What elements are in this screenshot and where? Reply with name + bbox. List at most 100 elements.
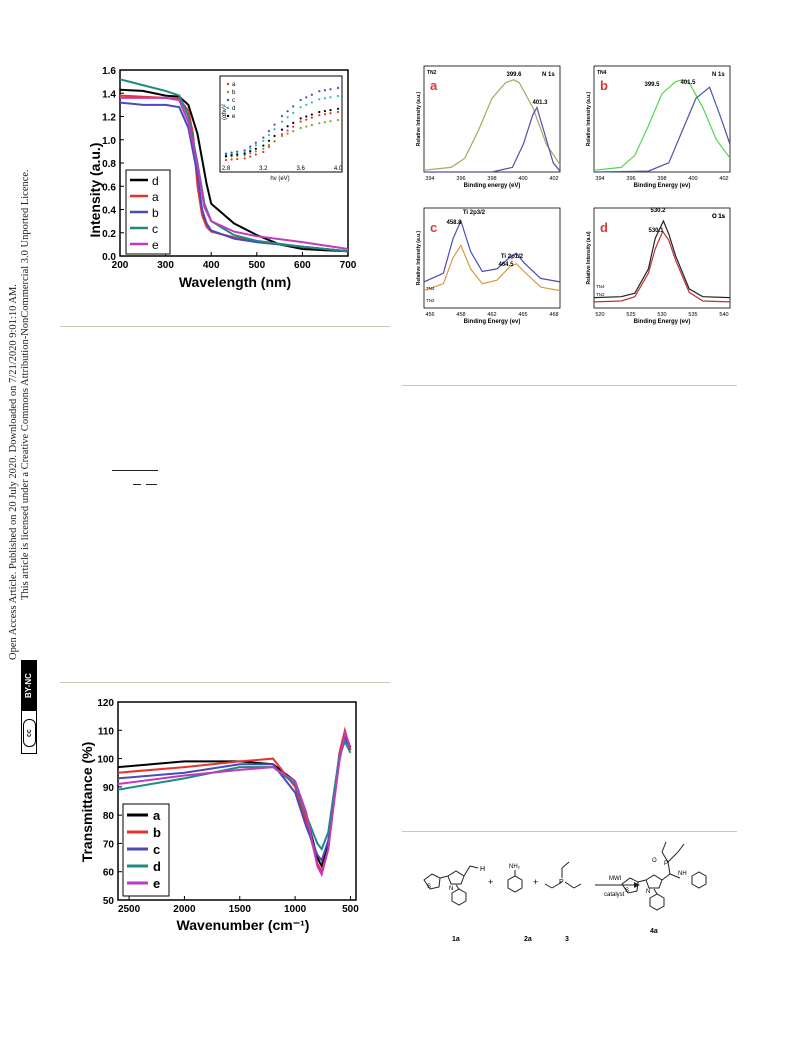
inset-point — [243, 154, 246, 157]
inset-point — [286, 132, 289, 135]
inset-point — [336, 107, 340, 110]
inset-point — [243, 157, 246, 160]
divider — [402, 385, 737, 386]
inset-point — [310, 93, 313, 96]
x-tick-label: 600 — [294, 260, 311, 271]
inset-point — [236, 153, 239, 156]
series-line — [117, 739, 352, 852]
license-line[interactable]: This article is licensed under a Creativ… — [20, 169, 31, 600]
panel-element-label: N 1s — [712, 72, 725, 78]
license-badge-text: BY-NC — [22, 661, 36, 711]
y-tick-label: 60 — [103, 868, 115, 879]
y-tick-label: 50 — [103, 896, 115, 907]
y-tick-label: 1.6 — [102, 66, 116, 77]
x-tick-label: 200 — [112, 260, 129, 271]
legend-label: d — [152, 174, 159, 188]
panel-letter: b — [600, 78, 608, 93]
inset-point — [230, 154, 233, 157]
series-line — [593, 230, 731, 303]
series-line — [120, 96, 349, 250]
inset-point — [280, 114, 284, 118]
license-sidebar: Open Access Article. Published on 20 Jul… — [0, 0, 44, 1039]
x-tick-label: 300 — [157, 260, 174, 271]
inset-point — [262, 136, 265, 139]
inset-point — [310, 101, 313, 104]
label-1a: 1a — [452, 936, 460, 943]
inset-point — [280, 133, 284, 136]
inset-point — [280, 128, 284, 131]
compound-3-structure — [544, 861, 582, 889]
panel-letter: d — [600, 220, 608, 235]
inset-point — [249, 150, 252, 153]
y-tick-label: 0.0 — [102, 252, 116, 263]
y-tick-label: 70 — [103, 839, 115, 850]
plot-frame — [593, 65, 731, 173]
inset-point — [318, 122, 321, 125]
atom-o: O — [652, 858, 657, 864]
x-tick-label: 500 — [248, 260, 265, 271]
panel-tick-label: 456 — [425, 312, 434, 318]
divider — [60, 682, 390, 683]
panel-ylabel: Relative Intensity (a.u) — [586, 231, 592, 284]
series-label: TN4 — [596, 284, 605, 289]
inset-legend-marker — [226, 114, 230, 118]
inset-point — [318, 90, 321, 93]
inset-point — [254, 144, 257, 147]
nh2-label: NH₂ — [509, 864, 521, 870]
panel-tick-label: 394 — [425, 176, 434, 182]
legend-label: b — [152, 206, 159, 220]
panel-tick-label: 398 — [657, 176, 666, 182]
reaction-scheme: S N H + NH₂ + P MWI catalyst S N O P NH … — [423, 841, 707, 943]
inset-point — [262, 144, 265, 147]
peak-label: 530.1 — [648, 228, 664, 234]
panel-sample-label: TN2 — [427, 70, 437, 76]
peak-label: 458.8 — [446, 220, 462, 226]
inset-point — [323, 113, 327, 116]
legend-label: a — [152, 190, 159, 204]
series-line — [593, 79, 731, 171]
inset-point — [329, 112, 332, 115]
publication-line: Open Access Article. Published on 20 Jul… — [8, 284, 19, 660]
panel-ylabel: Relative Intensity (a.u.) — [416, 230, 422, 285]
inset-point — [323, 89, 327, 92]
compound-1a-structure — [423, 865, 479, 906]
plus-sign: + — [533, 877, 538, 887]
inset-point — [323, 121, 327, 124]
divider — [60, 326, 390, 327]
inset-point — [329, 120, 332, 123]
series-label: TN2 — [426, 298, 435, 303]
panel-tick-label: 396 — [626, 176, 635, 182]
inset-point — [236, 157, 239, 161]
inset-point — [286, 110, 289, 113]
inset-point — [267, 133, 271, 137]
series-label: TN2 — [596, 292, 605, 297]
uv-ylabel: Intensity (a.u.) — [87, 143, 103, 238]
plot-frame — [593, 207, 731, 309]
inset-point — [305, 103, 308, 106]
inset-legend-marker — [226, 98, 230, 102]
panel-sample-label: TN4 — [597, 70, 607, 76]
panel-tick-label: 525 — [626, 312, 635, 318]
inset-point — [254, 147, 257, 150]
inset-tick-label: 3.6 — [296, 166, 305, 172]
legend-label: b — [153, 825, 161, 840]
inset-xlabel: hν (eV) — [270, 176, 289, 182]
inset-point — [262, 150, 265, 154]
inset-point — [249, 147, 252, 150]
inset-point — [224, 152, 228, 155]
plot-frame — [423, 207, 561, 309]
inset-ylabel: (αhν)² — [222, 104, 228, 120]
panel-tick-label: 535 — [688, 312, 697, 318]
inset-point — [336, 110, 340, 114]
inset-point — [310, 124, 313, 127]
panel-element-label: O 1s — [712, 214, 726, 220]
atom-s: S — [625, 888, 629, 894]
cc-license-badge[interactable]: BY-NC cc — [21, 660, 37, 754]
formula-bar — [146, 484, 157, 485]
inset-point — [318, 98, 321, 101]
inset-tick-label: 3.2 — [259, 166, 268, 172]
panel-xlabel: Binding energy (eV) — [464, 183, 521, 189]
peak-label: Ti 2p3/2 — [463, 210, 486, 216]
inset-point — [318, 114, 321, 117]
panel-ylabel: Relative Intensity (a.u.) — [586, 91, 592, 146]
